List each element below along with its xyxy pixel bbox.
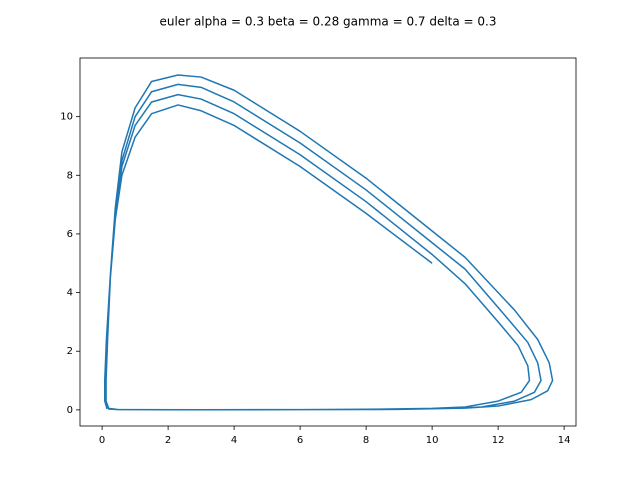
plot-frame <box>79 57 577 427</box>
y-tick-label: 0 <box>67 405 73 416</box>
x-tick-label: 10 <box>426 435 439 446</box>
x-tick-label: 8 <box>363 435 369 446</box>
y-tick-label: 2 <box>67 346 73 357</box>
x-tick-label: 12 <box>492 435 505 446</box>
x-tick-label: 2 <box>165 435 171 446</box>
x-tick-label: 6 <box>297 435 303 446</box>
chart-title: euler alpha = 0.3 beta = 0.28 gamma = 0.… <box>159 15 496 29</box>
y-tick-label: 8 <box>67 170 73 181</box>
y-tick-label: 10 <box>60 112 73 123</box>
x-tick-label: 0 <box>99 435 105 446</box>
y-tick-label: 6 <box>67 229 73 240</box>
x-tick-label: 14 <box>558 435 571 446</box>
data-line <box>104 74 554 411</box>
y-tick-label: 4 <box>67 288 73 299</box>
x-tick-label: 4 <box>231 435 237 446</box>
